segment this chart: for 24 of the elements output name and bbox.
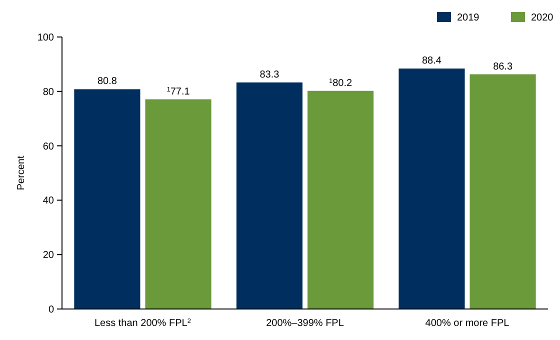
x-tick-label: Less than 200% FPL$^{2}$ [94, 318, 192, 329]
bar [236, 82, 302, 309]
data-label: 80.8 [97, 76, 118, 88]
y-tick-label: 60 [42, 141, 54, 152]
x-tick-label: 400% or more FPL [425, 318, 510, 329]
y-tick-label: 20 [42, 250, 54, 262]
y-tick-label: 0 [48, 304, 54, 316]
data-label: $^{1}$77.1 [166, 86, 190, 98]
bar [398, 68, 465, 309]
y-tick-label: 40 [42, 196, 54, 207]
y-tick-label: 80 [42, 86, 54, 98]
data-label: 83.3 [260, 69, 280, 80]
x-tick-label: 200%–399% FPL [266, 318, 344, 329]
bar [470, 74, 536, 309]
data-label: 86.3 [493, 61, 513, 72]
legend-label: 2020 [531, 12, 554, 24]
y-axis-title: Percent [16, 156, 27, 190]
data-label: $^{1}$80.2 [328, 77, 353, 89]
data-label: 88.4 [422, 56, 442, 67]
y-tick-label: 100 [37, 32, 54, 44]
bar [308, 90, 374, 309]
bar [74, 89, 140, 309]
legend-label: 2019 [457, 12, 480, 24]
bar [145, 99, 212, 309]
